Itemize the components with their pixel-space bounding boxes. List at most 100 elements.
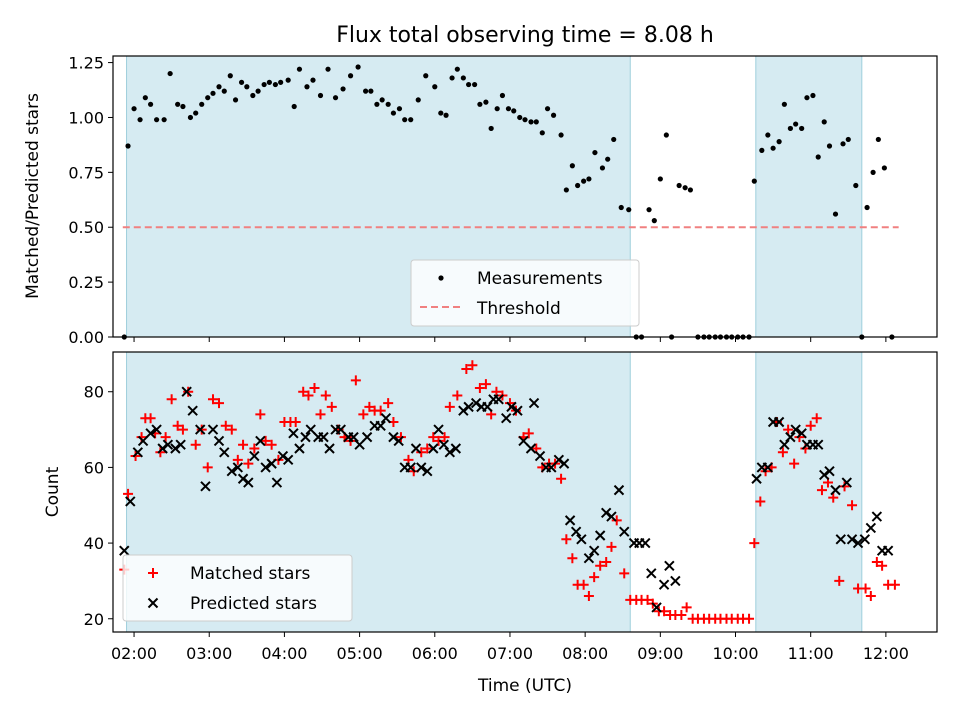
data-point — [395, 432, 406, 443]
data-point — [266, 79, 272, 85]
data-point — [298, 386, 309, 397]
data-point — [238, 439, 249, 450]
data-point — [151, 424, 162, 435]
y-tick-label: 0.75 — [68, 163, 104, 182]
x-tick-label: 10:00 — [712, 644, 758, 663]
data-point — [506, 401, 517, 413]
data-point — [751, 473, 762, 484]
data-point — [483, 99, 489, 105]
data-point — [423, 73, 429, 79]
data-point — [663, 132, 669, 138]
data-point — [172, 420, 183, 431]
data-point — [611, 515, 622, 526]
data-point — [682, 185, 688, 191]
data-point — [458, 405, 469, 416]
data-point — [781, 101, 787, 107]
data-point — [213, 435, 225, 447]
data-point — [494, 106, 500, 112]
data-point — [290, 417, 301, 427]
data-point — [463, 401, 474, 413]
data-point — [347, 73, 354, 79]
data-point — [657, 176, 663, 182]
data-point — [449, 75, 455, 81]
data-point — [318, 431, 329, 443]
data-point — [646, 207, 652, 213]
data-point — [383, 398, 394, 409]
data-point — [528, 119, 534, 125]
data-point — [546, 462, 557, 473]
data-point — [190, 439, 201, 450]
data-point — [415, 97, 421, 103]
data-point — [320, 390, 331, 401]
data-point — [271, 477, 283, 488]
data-point — [161, 117, 167, 123]
x-tick-label: 07:00 — [487, 644, 533, 663]
y-tick-label: 80 — [84, 383, 104, 402]
data-point — [385, 101, 391, 107]
data-point — [687, 187, 694, 193]
data-point — [428, 443, 439, 454]
data-point — [505, 106, 512, 112]
data-point — [474, 382, 485, 393]
data-point — [202, 462, 213, 473]
bottom-y-axis-label: Count — [43, 466, 63, 517]
data-point — [132, 447, 144, 458]
y-tick-label: 60 — [84, 458, 104, 477]
y-tick-label: 20 — [84, 610, 104, 629]
data-point — [482, 401, 493, 413]
data-point — [325, 66, 331, 72]
data-point — [511, 108, 517, 114]
data-point — [249, 450, 260, 462]
data-point — [534, 450, 546, 462]
data-point — [261, 81, 267, 88]
data-point — [237, 473, 249, 484]
data-point — [232, 97, 239, 103]
data-point — [558, 458, 570, 469]
data-point — [606, 541, 617, 552]
legend: Matched stars Predicted stars — [122, 554, 353, 622]
data-point — [765, 132, 771, 138]
y-tick-label: 1.00 — [68, 108, 104, 127]
data-point — [310, 77, 316, 83]
data-point — [195, 424, 206, 435]
data-point — [266, 439, 277, 450]
data-point — [205, 95, 211, 101]
y-tick-label: 1.25 — [68, 54, 104, 73]
data-point — [249, 443, 260, 454]
top-panel: 0.00 0.25 0.50 0.75 1.00 1.25 Measurements Thre… — [68, 54, 938, 347]
data-point — [255, 88, 261, 94]
data-point — [207, 424, 219, 435]
data-point — [309, 382, 320, 393]
data-point — [670, 575, 681, 587]
data-point — [651, 218, 657, 224]
data-point — [375, 405, 386, 416]
data-point — [157, 443, 168, 454]
data-point — [154, 117, 160, 123]
data-point — [749, 538, 760, 549]
data-point — [619, 526, 630, 537]
data-point — [232, 462, 244, 473]
data-point — [830, 484, 841, 496]
data-point — [826, 143, 833, 149]
data-point — [250, 92, 256, 99]
data-point — [402, 117, 408, 123]
data-point — [576, 534, 587, 545]
bottom-panel: 20 40 60 80 02:00 03:00 04:00 05:00 06:00 07:00 08… — [84, 351, 938, 663]
data-point — [853, 182, 859, 189]
data-point — [570, 526, 582, 537]
x-axis-label: Time (UTC) — [477, 676, 572, 696]
data-point — [578, 579, 589, 590]
data-point — [358, 409, 369, 420]
data-point — [255, 409, 266, 420]
data-point — [408, 117, 414, 123]
data-point — [315, 409, 326, 420]
data-point — [589, 572, 600, 583]
data-point — [889, 579, 900, 590]
data-point — [567, 553, 578, 564]
data-point — [304, 84, 310, 90]
data-point — [847, 500, 858, 511]
data-point — [444, 447, 456, 458]
data-point — [664, 560, 675, 571]
data-point — [544, 106, 551, 112]
data-point — [841, 477, 852, 488]
